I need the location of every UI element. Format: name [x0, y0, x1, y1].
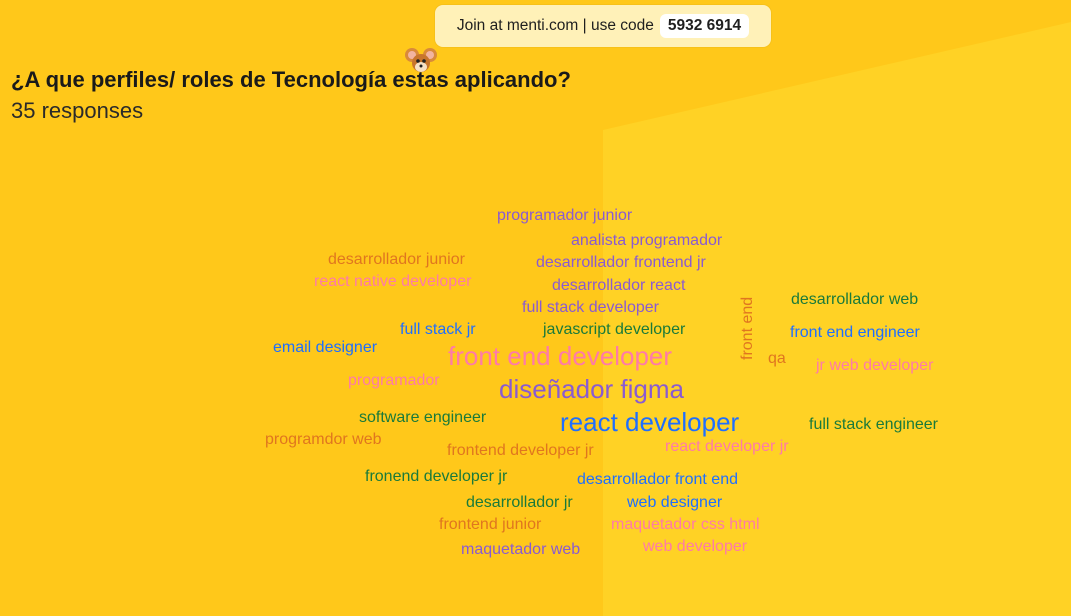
response-count: 35 responses [11, 98, 144, 123]
word-cloud-item: full stack developer [522, 299, 659, 316]
background-panel [603, 22, 1071, 616]
word-cloud-item: javascript developer [543, 321, 686, 338]
word-cloud-item: full stack engineer [809, 416, 938, 433]
word-cloud-item: frontend junior [439, 516, 542, 533]
word-cloud-item: full stack jr [400, 321, 476, 338]
word-cloud-item: desarrollador frontend jr [536, 254, 706, 271]
word-cloud-item: desarrollador jr [466, 494, 573, 511]
word-cloud-item: front end developer [448, 341, 673, 371]
word-cloud-item: qa [768, 350, 786, 367]
word-cloud-item: programdor web [265, 431, 382, 448]
word-cloud-item: desarrollador web [791, 291, 919, 308]
word-cloud-item: diseñador figma [499, 374, 684, 404]
join-text: Join at menti.com | use code [456, 17, 654, 34]
word-cloud-item: desarrollador junior [328, 251, 465, 268]
word-cloud-item: front end [739, 296, 756, 360]
word-cloud-item: jr web developer [816, 357, 934, 374]
join-code: 5932 6914 [659, 14, 750, 38]
question-title: ¿A que perfiles/ roles de Tecnología est… [11, 67, 571, 92]
word-cloud-item: frontend developer jr [447, 442, 594, 459]
word-cloud-item: maquetador css html [611, 516, 760, 533]
word-cloud-item: software engineer [359, 409, 487, 426]
word-cloud-item: web designer [627, 494, 723, 511]
avatar [404, 45, 438, 75]
word-cloud-item: email designer [273, 339, 378, 356]
word-cloud-item: analista programador [571, 232, 723, 249]
word-cloud-item: fronend developer jr [365, 468, 508, 485]
word-cloud-item: maquetador web [461, 541, 581, 558]
word-cloud-item: programador junior [497, 207, 633, 224]
word-cloud-item: react developer [560, 407, 740, 437]
word-cloud-item: programador [348, 372, 440, 389]
word-cloud-item: desarrollador front end [577, 471, 738, 488]
word-cloud-item: web developer [643, 538, 748, 555]
word-cloud-item: react native developer [314, 273, 472, 290]
word-cloud-item: front end engineer [790, 324, 920, 341]
join-instructions-bar: Join at menti.com | use code 5932 6914 [435, 5, 771, 47]
word-cloud-item: desarrollador react [552, 277, 686, 294]
mouse-avatar-icon [405, 48, 437, 72]
word-cloud-item: react developer jr [665, 438, 789, 455]
